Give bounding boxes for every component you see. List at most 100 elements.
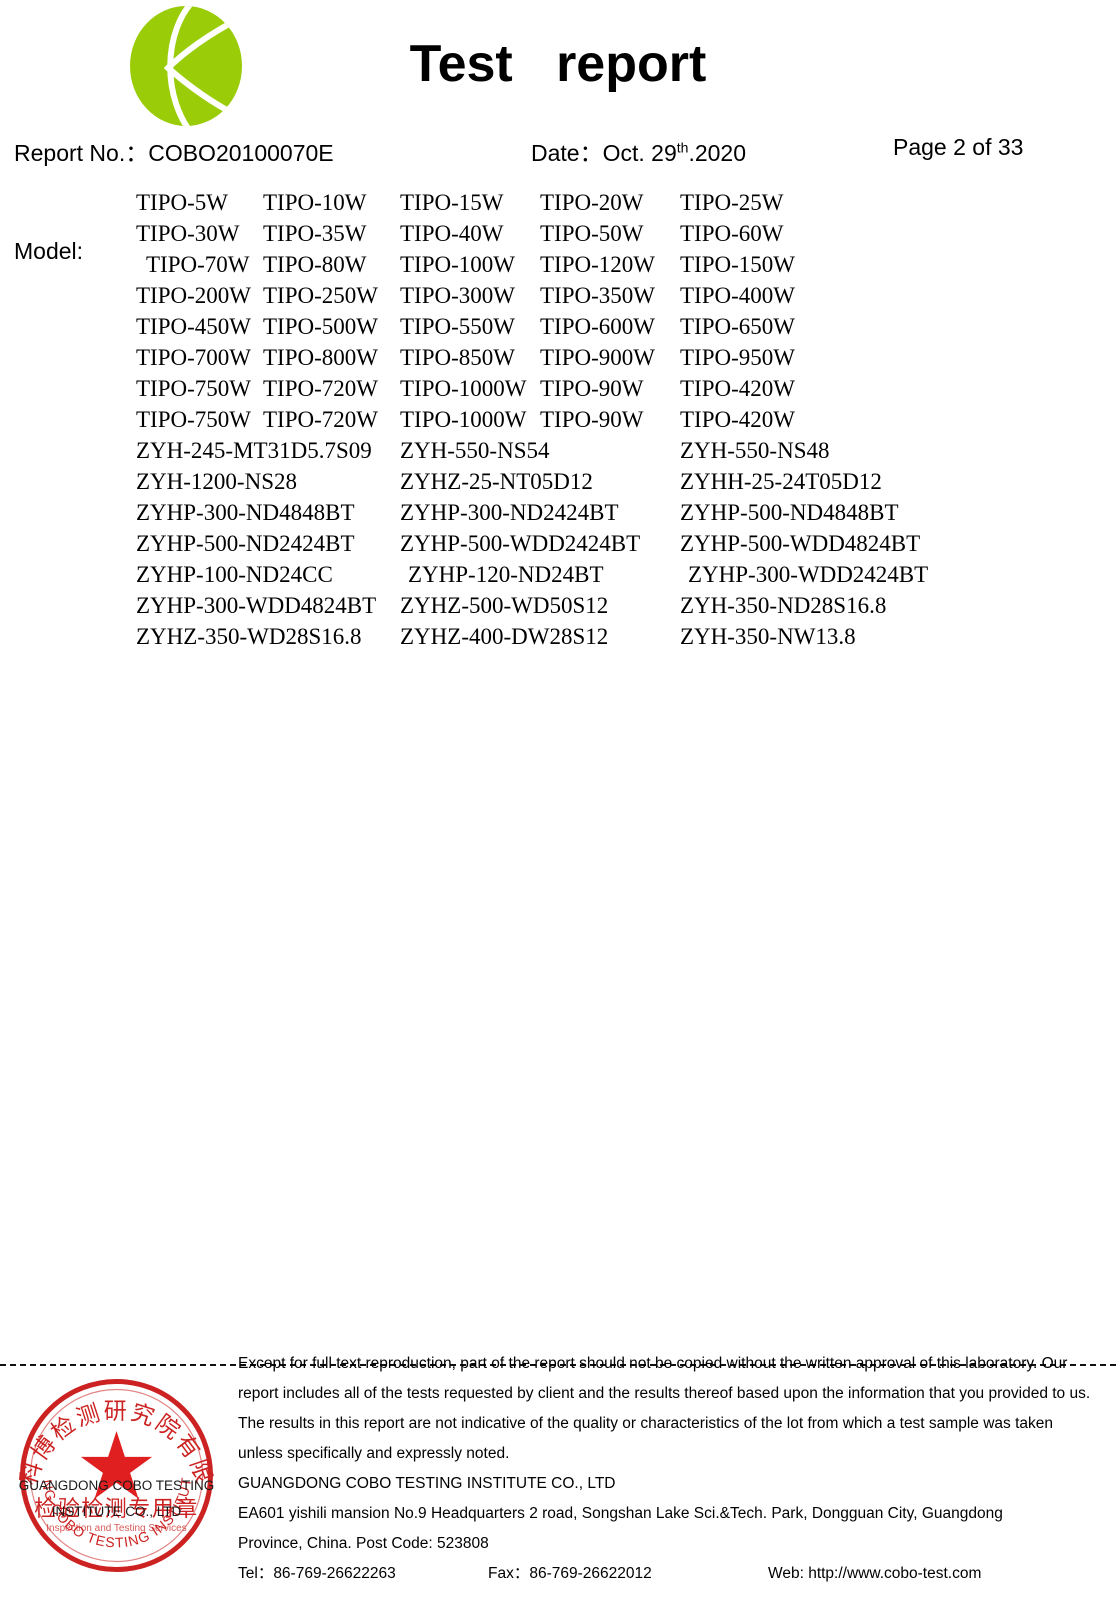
model-cell: TIPO-720W	[263, 376, 378, 401]
page-header: Test report	[0, 0, 1116, 130]
model-row: TIPO-450W TIPO-500W TIPO-550W TIPO-600W …	[0, 314, 1116, 345]
model-cell: ZYHP-500-ND2424BT	[136, 531, 355, 556]
model-list: TIPO-5W TIPO-10W TIPO-15W TIPO-20W TIPO-…	[0, 190, 1116, 655]
model-row: ZYHP-100-ND24CC ZYHP-120-ND24BT ZYHP-300…	[0, 562, 1116, 593]
model-cell: TIPO-250W	[263, 283, 378, 308]
model-cell: TIPO-900W	[540, 345, 655, 370]
model-cell: ZYHZ-25-NT05D12	[400, 469, 593, 494]
model-cell: ZYHZ-400-DW28S12	[400, 624, 609, 649]
cobo-leaf-logo-icon	[122, 4, 250, 128]
model-cell: TIPO-40W	[400, 221, 504, 246]
model-row: ZYH-1200-NS28 ZYHZ-25-NT05D12 ZYHH-25-24…	[0, 469, 1116, 500]
report-date-ordinal: th	[676, 139, 689, 156]
model-cell: TIPO-20W	[540, 190, 644, 215]
model-cell: ZYHP-300-WDD2424BT	[688, 562, 929, 587]
model-row: TIPO-750W TIPO-720W TIPO-1000W TIPO-90W …	[0, 376, 1116, 407]
model-cell: ZYHP-500-WDD4824BT	[680, 531, 921, 556]
model-cell: TIPO-550W	[400, 314, 515, 339]
model-cell: ZYH-350-ND28S16.8	[680, 593, 887, 618]
model-cell: TIPO-60W	[680, 221, 784, 246]
model-row: ZYHP-300-ND4848BT ZYHP-300-ND2424BT ZYHP…	[0, 500, 1116, 531]
disclaimer-line: report includes all of the tests request…	[238, 1385, 1091, 1402]
footer-divider	[0, 1364, 1116, 1366]
model-cell: ZYHZ-500-WD50S12	[400, 593, 609, 618]
model-label: Model:	[14, 238, 84, 264]
model-cell: TIPO-850W	[400, 345, 515, 370]
model-cell: TIPO-700W	[136, 345, 251, 370]
model-row: TIPO-5W TIPO-10W TIPO-15W TIPO-20W TIPO-…	[0, 190, 1116, 221]
model-cell: TIPO-150W	[680, 252, 795, 277]
model-cell: TIPO-15W	[400, 190, 504, 215]
report-date-label: Date：	[531, 140, 603, 166]
model-cell: TIPO-350W	[540, 283, 655, 308]
model-row: ZYH-245-MT31D5.7S09 ZYH-550-NS54 ZYH-550…	[0, 438, 1116, 469]
disclaimer-line: Except for full text reproduction, part …	[238, 1355, 1068, 1372]
model-cell: TIPO-100W	[400, 252, 515, 277]
model-cell: ZYH-350-NW13.8	[680, 624, 856, 649]
footer-fax: Fax：86-769-26622012	[488, 1565, 652, 1582]
model-cell: TIPO-800W	[263, 345, 378, 370]
model-cell: ZYH-550-NS48	[680, 438, 830, 463]
model-row: TIPO-70W TIPO-80W TIPO-100W TIPO-120W TI…	[0, 252, 1116, 283]
model-cell: TIPO-750W	[136, 407, 251, 432]
model-cell: TIPO-10W	[263, 190, 367, 215]
model-cell: TIPO-650W	[680, 314, 795, 339]
model-cell: ZYH-245-MT31D5.7S09	[136, 438, 372, 463]
model-cell: TIPO-5W	[136, 190, 228, 215]
disclaimer-line: unless specifically and expressly noted.	[238, 1445, 510, 1462]
model-cell: TIPO-450W	[136, 314, 251, 339]
footer-telephone: Tel：86-769-26622263	[238, 1565, 396, 1582]
model-cell: TIPO-1000W	[400, 407, 527, 432]
model-cell: TIPO-420W	[680, 407, 795, 432]
model-cell: TIPO-600W	[540, 314, 655, 339]
company-seal-stamp: 广东科博检测研究院有限公司 GUANGDONG COBO TESTING INS…	[14, 1373, 219, 1578]
footer-block: Except for full text reproduction, part …	[238, 1349, 1098, 1582]
model-cell: TIPO-200W	[136, 283, 251, 308]
page-title: Test report	[409, 35, 707, 93]
seal-overlay-company-line1: GUANGDONG COBO TESTING	[18, 1478, 215, 1493]
model-row: TIPO-30W TIPO-35W TIPO-40W TIPO-50W TIPO…	[0, 221, 1116, 252]
model-row: TIPO-750W TIPO-720W TIPO-1000W TIPO-90W …	[0, 407, 1116, 438]
model-row: ZYHP-500-ND2424BT ZYHP-500-WDD2424BT ZYH…	[0, 531, 1116, 562]
model-cell: ZYHP-500-WDD2424BT	[400, 531, 641, 556]
footer-company-name: GUANGDONG COBO TESTING INSTITUTE CO., LT…	[238, 1475, 616, 1492]
svg-text:检验检测专用章: 检验检测专用章	[34, 1497, 199, 1522]
model-cell: TIPO-90W	[540, 376, 644, 401]
model-cell: TIPO-500W	[263, 314, 378, 339]
model-cell: TIPO-950W	[680, 345, 795, 370]
model-cell: TIPO-400W	[680, 283, 795, 308]
report-number: Report No.：COBO20100070E	[14, 134, 334, 168]
model-cell: TIPO-30W	[136, 221, 240, 246]
page-indicator: Page 2 of 33	[893, 134, 1024, 160]
svg-text:Inspection and Testing Service: Inspection and Testing Services	[46, 1523, 186, 1534]
model-cell: ZYHP-300-WDD4824BT	[136, 593, 377, 618]
model-cell: ZYHZ-350-WD28S16.8	[136, 624, 362, 649]
model-row: TIPO-700W TIPO-800W TIPO-850W TIPO-900W …	[0, 345, 1116, 376]
model-cell: ZYH-550-NS54	[400, 438, 550, 463]
model-cell: ZYHP-120-ND24BT	[408, 562, 604, 587]
seal-overlay-company-line2: INSTITUTE CO., LTD	[51, 1504, 182, 1519]
model-cell: ZYHP-300-ND4848BT	[136, 500, 355, 525]
model-cell: TIPO-420W	[680, 376, 795, 401]
report-date: Date：Oct. 29th.2020	[531, 134, 746, 168]
model-row: TIPO-200W TIPO-250W TIPO-300W TIPO-350W …	[0, 283, 1116, 314]
model-cell: TIPO-1000W	[400, 376, 527, 401]
model-cell: TIPO-90W	[540, 407, 644, 432]
footer-website: Web: http://www.cobo-test.com	[768, 1565, 982, 1582]
footer-address-line: Province, China. Post Code: 523808	[238, 1535, 489, 1552]
model-row: ZYHZ-350-WD28S16.8 ZYHZ-400-DW28S12 ZYH-…	[0, 624, 1116, 655]
model-cell: TIPO-120W	[540, 252, 655, 277]
report-date-value: Oct. 29	[602, 140, 677, 166]
model-cell: TIPO-750W	[136, 376, 251, 401]
model-cell: TIPO-35W	[263, 221, 367, 246]
model-cell: ZYH-1200-NS28	[136, 469, 297, 494]
model-cell: ZYHH-25-24T05D12	[680, 469, 882, 494]
model-cell: TIPO-300W	[400, 283, 515, 308]
disclaimer-line: The results in this report are not indic…	[238, 1415, 1053, 1432]
model-cell: ZYHP-500-ND4848BT	[680, 500, 899, 525]
model-cell: TIPO-80W	[263, 252, 367, 277]
model-cell: ZYHP-100-ND24CC	[136, 562, 333, 587]
report-number-value: COBO20100070E	[148, 140, 334, 166]
model-cell: TIPO-720W	[263, 407, 378, 432]
